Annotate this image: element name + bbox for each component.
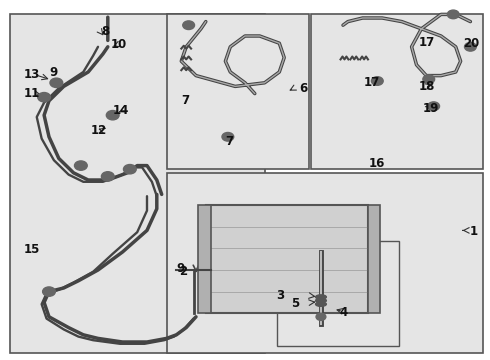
Circle shape	[101, 172, 114, 181]
Ellipse shape	[316, 313, 326, 320]
Text: 1: 1	[469, 225, 478, 238]
Text: 13: 13	[24, 68, 40, 81]
Text: 15: 15	[24, 243, 40, 256]
Text: 18: 18	[419, 80, 435, 93]
Text: 6: 6	[299, 82, 307, 95]
Bar	[206, 205, 368, 313]
Ellipse shape	[316, 295, 326, 299]
Text: 2: 2	[179, 265, 187, 278]
Text: 17: 17	[364, 76, 380, 89]
Circle shape	[423, 75, 435, 84]
Circle shape	[428, 102, 440, 111]
Text: 14: 14	[113, 104, 129, 117]
Text: 3: 3	[276, 289, 284, 302]
Text: 16: 16	[369, 157, 386, 170]
Bar	[368, 205, 380, 313]
Bar	[198, 205, 211, 313]
Circle shape	[106, 111, 119, 120]
Ellipse shape	[316, 302, 326, 306]
Bar	[277, 241, 399, 346]
Text: 8: 8	[101, 25, 109, 38]
Circle shape	[183, 21, 195, 30]
Ellipse shape	[316, 298, 326, 303]
Text: 19: 19	[422, 102, 439, 114]
Text: 7: 7	[181, 94, 190, 107]
Text: 5: 5	[291, 297, 299, 310]
Text: 7: 7	[225, 135, 234, 148]
Circle shape	[123, 165, 136, 174]
Text: 20: 20	[463, 37, 479, 50]
Bar	[167, 14, 309, 169]
Circle shape	[371, 77, 383, 85]
Text: 10: 10	[110, 38, 126, 51]
Bar	[10, 14, 265, 353]
Bar	[167, 173, 483, 353]
Circle shape	[74, 161, 87, 170]
Bar	[311, 14, 483, 169]
Text: 9: 9	[49, 66, 57, 79]
Circle shape	[447, 10, 459, 19]
Text: 4: 4	[339, 306, 347, 319]
Circle shape	[43, 287, 55, 296]
Circle shape	[50, 78, 63, 87]
Circle shape	[465, 42, 476, 51]
Text: 17: 17	[419, 36, 435, 49]
Text: 11: 11	[24, 87, 40, 100]
Text: 9: 9	[176, 262, 185, 275]
Circle shape	[38, 93, 50, 102]
Circle shape	[222, 132, 234, 141]
Text: 12: 12	[91, 124, 107, 137]
